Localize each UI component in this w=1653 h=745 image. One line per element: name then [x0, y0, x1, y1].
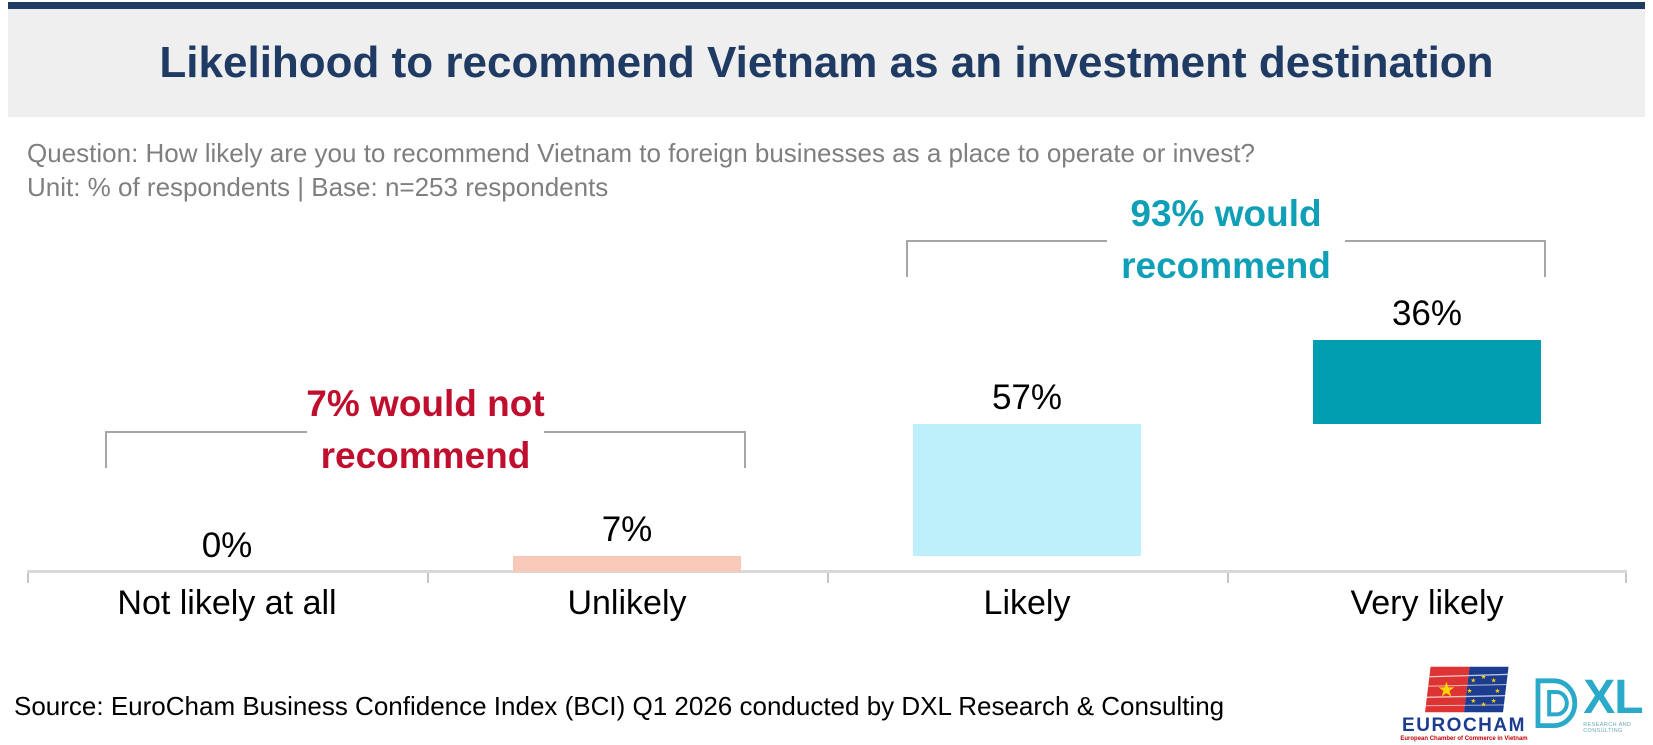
bar-unlikely: [513, 555, 741, 572]
vietnam-star-icon: ★: [1437, 680, 1455, 702]
svg-text:★: ★: [1495, 687, 1501, 695]
x-axis-line: [27, 570, 1627, 573]
top-accent-bar: [8, 2, 1645, 9]
bracket-tick-left-not-recommend: [105, 431, 107, 468]
svg-text:★: ★: [1470, 697, 1476, 705]
category-label-not-likely-at-all: Not likely at all: [117, 584, 337, 622]
dxl-wordmark: XL: [1583, 671, 1643, 724]
annotation-not-recommend-line2: recommend: [306, 430, 545, 482]
axis-tick: [1625, 573, 1627, 583]
category-label-unlikely: Unlikely: [567, 584, 687, 622]
value-label-unlikely: 7%: [601, 509, 653, 549]
dxl-tagline: RESEARCH AND CONSULTING: [1583, 722, 1632, 734]
page-title: Likelihood to recommend Vietnam as an in…: [159, 38, 1494, 87]
dxl-d-icon: [1535, 678, 1578, 728]
svg-text:★: ★: [1481, 673, 1487, 681]
svg-text:★: ★: [1491, 677, 1497, 685]
eurocham-flag-icon: ★ ★ ★ ★ ★ ★ ★ ★ ★: [1420, 666, 1513, 713]
bar-likely: [913, 423, 1141, 556]
annotation-not-recommend-line1: 7% would not: [292, 378, 559, 430]
eurocham-logo: ★ ★ ★ ★ ★ ★ ★ ★ ★ EUROCHAM European Cham…: [1396, 664, 1532, 744]
bracket-tick-left-recommend: [906, 240, 908, 277]
dxl-logo: XL RESEARCH AND CONSULTING: [1530, 666, 1653, 742]
svg-text:★: ★: [1467, 687, 1473, 695]
annotation-recommend-line2: recommend: [1107, 240, 1345, 292]
bracket-tick-right-recommend: [1544, 240, 1546, 277]
svg-text:★: ★: [1491, 697, 1497, 705]
value-label-very-likely: 36%: [1391, 294, 1463, 333]
axis-tick: [1227, 573, 1229, 583]
eurocham-wordmark: EUROCHAM: [1402, 715, 1526, 736]
eurocham-tagline: European Chamber of Commerce in Vietnam: [1400, 736, 1528, 742]
annotation-recommend: 93% would recommend: [906, 188, 1546, 292]
question-text: Question: How likely are you to recommen…: [27, 138, 1255, 168]
value-label-not-likely-at-all: 0%: [201, 526, 253, 565]
svg-text:★: ★: [1481, 701, 1487, 709]
category-label-likely: Likely: [983, 584, 1071, 622]
axis-tick: [827, 573, 829, 583]
axis-tick: [427, 573, 429, 583]
axis-tick: [27, 573, 29, 583]
title-band: Likelihood to recommend Vietnam as an in…: [8, 9, 1645, 117]
svg-text:★: ★: [1470, 677, 1476, 685]
bar-very-likely: [1313, 340, 1541, 424]
source-text: Source: EuroCham Business Confidence Ind…: [14, 691, 1225, 721]
unit-base-text: Unit: % of respondents | Base: n=253 res…: [27, 172, 609, 202]
value-label-likely: 57%: [991, 377, 1063, 417]
category-label-very-likely: Very likely: [1350, 584, 1504, 622]
annotation-recommend-line1: 93% would: [1116, 188, 1336, 240]
bracket-tick-right-not-recommend: [744, 431, 746, 468]
annotation-not-recommend: 7% would not recommend: [105, 378, 746, 482]
